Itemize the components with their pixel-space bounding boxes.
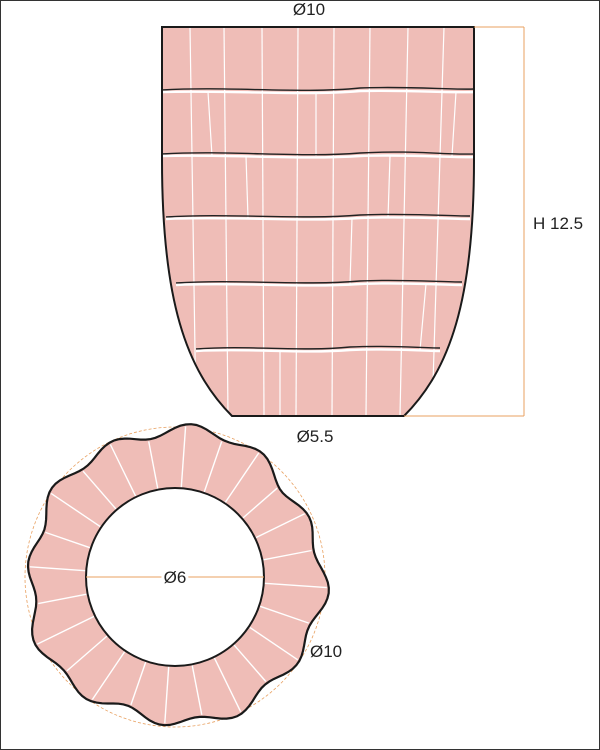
ring-joint-line	[130, 661, 147, 706]
inner-diameter-label: Ø6	[164, 568, 187, 587]
ring-joint-line	[164, 666, 170, 724]
ring-joint-line	[249, 626, 299, 661]
ring-joint-line	[213, 657, 242, 713]
ring-radial-joints	[29, 426, 327, 724]
vase-body	[162, 27, 474, 416]
ring-joint-line	[264, 582, 327, 589]
ring-joint-line	[50, 492, 101, 528]
ring-joint-line	[224, 452, 260, 503]
ring-joint-line	[91, 651, 126, 700]
ring-joint-line	[109, 444, 137, 497]
ring-joint-line	[180, 426, 187, 488]
outer-diameter-label: Ø10	[310, 642, 342, 661]
ring-joint-line	[38, 593, 87, 605]
top-diameter-label: Ø10	[293, 0, 325, 19]
ring-joint-line	[45, 531, 91, 549]
ring-joint-line	[242, 487, 278, 519]
side-view: Ø10 Ø5.5 H 12.5	[161, 0, 583, 446]
bottom-diameter-label: Ø5.5	[297, 427, 334, 446]
height-dimension	[404, 26, 525, 417]
ring-joint-line	[36, 615, 95, 645]
ring-joint-line	[233, 644, 267, 682]
ring-joint-line	[191, 665, 203, 715]
vase-horizontal-grooves	[161, 86, 475, 353]
ring-joint-line	[29, 566, 86, 572]
ring-outer-outline	[26, 423, 330, 727]
ring-joint-line	[82, 470, 117, 510]
ring-joint-line	[148, 441, 159, 489]
ring-body	[28, 424, 329, 726]
ring-joint-line	[263, 549, 312, 561]
height-label: H 12.5	[533, 214, 583, 233]
top-view: Ø6 Ø10	[24, 423, 342, 728]
ring-joint-line	[66, 635, 108, 672]
ring-joint-line	[203, 441, 223, 493]
ring-joint-line	[255, 513, 306, 539]
ring-joint-line	[259, 605, 310, 624]
